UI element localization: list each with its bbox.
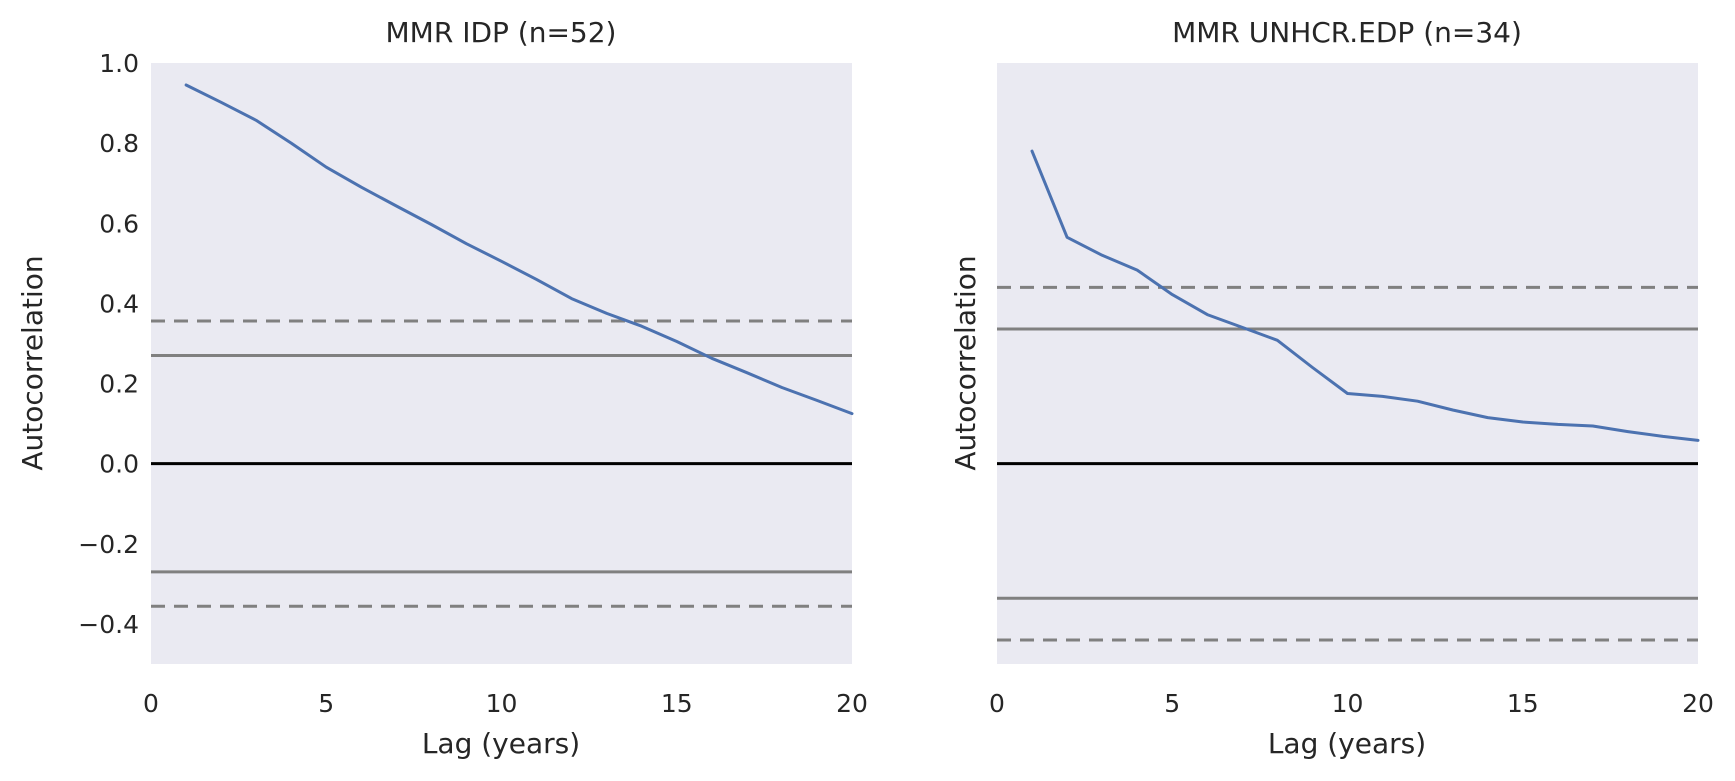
left-y-tick-label: 0.6 (99, 209, 139, 238)
right-x-axis-label: Lag (years) (1268, 727, 1426, 760)
right-plot-area (997, 63, 1698, 664)
left-y-tick-label: 1.0 (99, 49, 139, 78)
right-x-tick-labels: 0 5 10 15 20 (989, 689, 1714, 718)
right-panel: 0 5 10 15 20 MMR UNHCR.EDP (n=34) Lag (years… (949, 16, 1714, 760)
left-x-tick-labels: 0 5 10 15 20 (143, 689, 868, 718)
left-acf-line (184, 83, 854, 416)
right-x-tick-label: 20 (1682, 689, 1714, 718)
left-y-tick-label: 0.4 (99, 289, 139, 318)
left-y-tick-label: 0.0 (99, 450, 139, 479)
left-y-tick-label: 0.8 (99, 129, 139, 158)
left-y-tick-label: −0.2 (78, 530, 139, 559)
right-confidence-lines (997, 285, 1698, 642)
left-confidence-lines (151, 319, 852, 608)
right-x-tick-label: 15 (1507, 689, 1539, 718)
left-y-tick-labels: −0.4 −0.2 0.0 0.2 0.4 0.6 0.8 1.0 (78, 49, 139, 639)
right-x-tick-label: 10 (1332, 689, 1364, 718)
right-chart-title: MMR UNHCR.EDP (n=34) (1172, 16, 1522, 49)
left-y-axis-label: Autocorrelation (16, 255, 49, 470)
left-chart-title: MMR IDP (n=52) (386, 16, 617, 49)
left-x-tick-label: 5 (318, 689, 334, 718)
left-x-tick-label: 20 (836, 689, 868, 718)
left-x-tick-label: 0 (143, 689, 159, 718)
left-x-axis-label: Lag (years) (422, 727, 580, 760)
left-y-tick-label: 0.2 (99, 370, 139, 399)
right-x-tick-label: 5 (1164, 689, 1180, 718)
left-x-tick-label: 10 (486, 689, 518, 718)
right-acf-line (1030, 149, 1700, 442)
right-x-tick-label: 0 (989, 689, 1005, 718)
left-panel: 0 5 10 15 20 −0.4 −0.2 0.0 0.2 0.4 0.6 0.8 1.0 MMR … (16, 16, 868, 760)
left-y-tick-label: −0.4 (78, 610, 139, 639)
right-y-axis-label: Autocorrelation (949, 255, 982, 470)
left-plot-area (151, 63, 852, 664)
left-x-tick-label: 15 (661, 689, 693, 718)
